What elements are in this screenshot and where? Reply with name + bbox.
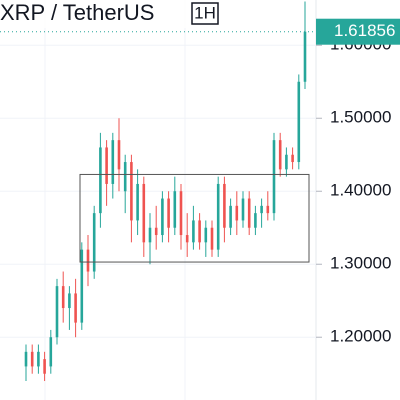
candle-body bbox=[229, 205, 232, 228]
grid bbox=[0, 44, 316, 338]
candle-body bbox=[254, 213, 257, 228]
candle-body bbox=[260, 205, 263, 214]
candle-body bbox=[37, 351, 40, 367]
candle-body bbox=[278, 140, 282, 170]
candle-body bbox=[303, 31, 307, 82]
candle-body bbox=[30, 351, 34, 367]
candle-body bbox=[223, 183, 226, 228]
candle-body bbox=[167, 198, 170, 228]
range-box bbox=[79, 173, 310, 263]
candle-body bbox=[49, 337, 53, 367]
candle-body bbox=[198, 220, 201, 243]
candle-body bbox=[204, 227, 208, 243]
candle-body bbox=[179, 191, 183, 236]
candles bbox=[24, 1, 307, 382]
candle-body bbox=[247, 198, 251, 228]
candle-body bbox=[111, 140, 115, 184]
candle-body bbox=[105, 147, 108, 184]
candle-body bbox=[272, 140, 276, 214]
y-tick-label: 1.30000 bbox=[330, 254, 391, 273]
overlay: 1.200001.300001.400001.500001.600001.618… bbox=[0, 18, 400, 346]
last-price-box bbox=[316, 18, 400, 45]
interval: 1H bbox=[194, 3, 216, 22]
candle-body bbox=[99, 147, 102, 214]
candle-body bbox=[80, 249, 84, 323]
candle-body bbox=[210, 227, 214, 250]
interval-box bbox=[191, 2, 219, 25]
candle-body bbox=[136, 183, 139, 221]
candle-body bbox=[68, 293, 71, 309]
candle-body bbox=[216, 183, 220, 250]
y-tick-label: 1.20000 bbox=[330, 327, 391, 346]
candle-body bbox=[192, 220, 195, 243]
candle-body bbox=[43, 359, 46, 374]
candle-body bbox=[130, 162, 133, 221]
candle-body bbox=[92, 213, 96, 272]
candle-body bbox=[291, 154, 294, 163]
title-backdrop bbox=[0, 0, 225, 28]
chart-title: XRP / TetherUS bbox=[0, 0, 154, 25]
candle-body bbox=[173, 191, 177, 228]
candle-body bbox=[117, 140, 121, 170]
candle-body bbox=[285, 154, 288, 170]
y-tick-label: 1.50000 bbox=[330, 108, 391, 127]
candle-body bbox=[161, 198, 164, 236]
candle-body bbox=[74, 293, 77, 323]
candle-body bbox=[86, 249, 90, 272]
candle-body bbox=[297, 81, 301, 163]
candle-body bbox=[24, 351, 28, 367]
candle-body bbox=[154, 227, 158, 236]
last-price-label: 1.61856 bbox=[334, 21, 395, 40]
candle-body bbox=[235, 205, 239, 221]
y-tick-label: 1.40000 bbox=[330, 181, 391, 200]
candle-body bbox=[142, 183, 146, 243]
candle-body bbox=[266, 205, 270, 214]
candle-body bbox=[148, 227, 152, 243]
candle-body bbox=[61, 286, 65, 309]
candle-body bbox=[55, 286, 59, 338]
candle-body bbox=[123, 162, 127, 192]
candle-body bbox=[241, 198, 245, 221]
candle-body bbox=[185, 235, 189, 243]
